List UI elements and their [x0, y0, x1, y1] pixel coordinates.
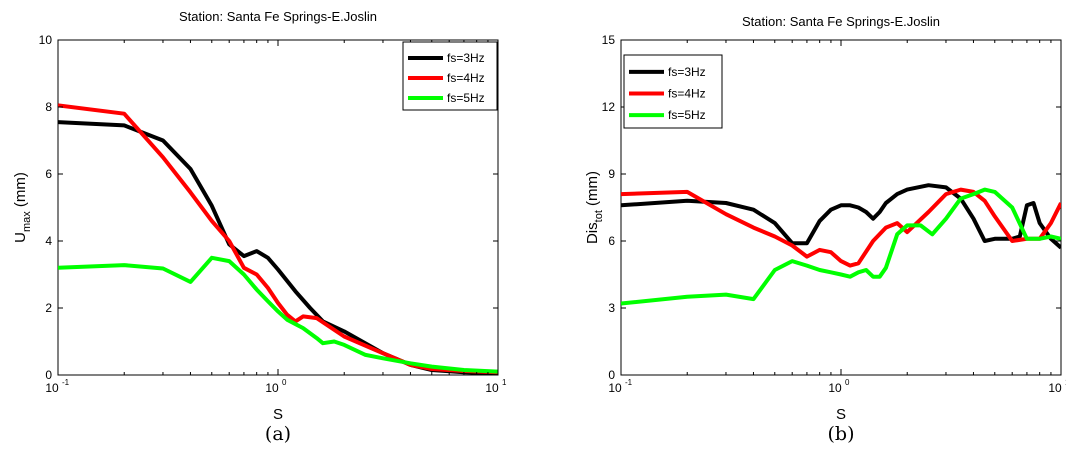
x-tick-label: 10 -1	[608, 378, 632, 395]
y-tick-label: 9	[608, 167, 615, 181]
y-tick-label: 12	[602, 100, 616, 114]
chart-panel-a: Station: Santa Fe Springs-E.Joslin 0 2 4 6 8 1…	[12, 9, 507, 445]
series-group	[58, 103, 498, 375]
panel-caption: (b)	[828, 423, 855, 445]
legend-label: fs=5Hz	[447, 91, 485, 105]
y-tick-label: 6	[608, 234, 615, 248]
y-tick-label: 6	[45, 167, 52, 181]
legend-label: fs=4Hz	[668, 87, 706, 101]
y-axis-label: Umax (mm)	[12, 172, 33, 243]
y-axis-label-main: U	[12, 232, 29, 243]
y-axis-label-sub: max	[21, 211, 33, 232]
y-axis-label-unit: (mm)	[12, 172, 29, 211]
chart-title: Station: Santa Fe Springs-E.Joslin	[742, 14, 940, 29]
chart-title: Station: Santa Fe Springs-E.Joslin	[179, 9, 377, 24]
x-tick-base: 10	[1048, 381, 1062, 395]
y-tick-label: 10	[39, 33, 53, 47]
y-tick-label: 8	[45, 100, 52, 114]
x-tick-label: 10 0	[828, 378, 850, 395]
y-tick-label: 0	[45, 368, 52, 382]
y-axis-label: Distot (mm)	[584, 171, 605, 244]
y-axis-label-sub: tot	[593, 210, 605, 222]
y-axis-label-unit: (mm)	[584, 171, 601, 210]
legend: fs=3Hz fs=4Hz fs=5Hz	[402, 41, 498, 111]
series-line-fs=3Hz	[621, 183, 1061, 250]
x-tick-label: 101	[1048, 378, 1066, 395]
y-tick-label: 15	[602, 33, 616, 47]
x-tick-exponent: -1	[625, 378, 633, 387]
y-tick-label: 3	[608, 301, 615, 315]
x-tick-exponent: 0	[845, 378, 850, 387]
y-tick-label: 2	[45, 301, 52, 315]
x-tick-base: 10	[828, 381, 842, 395]
series-line-fs=5Hz	[621, 187, 1061, 306]
x-tick-exponent: 1	[502, 378, 507, 387]
x-axis-label: S	[836, 406, 846, 423]
panel-caption: (a)	[265, 423, 291, 445]
series-line-fs=5Hz	[58, 255, 498, 374]
x-tick-base: 10	[265, 381, 279, 395]
y-axis-label-main: Dis	[584, 222, 601, 244]
y-tick-label: 0	[608, 368, 615, 382]
series-line-fs=4Hz	[621, 187, 1061, 268]
legend-label: fs=3Hz	[447, 51, 485, 65]
x-tick-base: 10	[485, 381, 499, 395]
x-tick-label: 10 0	[265, 378, 287, 395]
legend-label: fs=5Hz	[668, 108, 706, 122]
legend-label: fs=4Hz	[447, 71, 485, 85]
x-tick-exponent: 0	[282, 378, 287, 387]
legend-label: fs=3Hz	[668, 65, 706, 79]
y-tick-label: 4	[45, 234, 52, 248]
x-tick-base: 10	[45, 381, 59, 395]
x-tick-label: 10 -1	[45, 378, 69, 395]
series-group	[621, 183, 1061, 306]
x-tick-exponent: -1	[62, 378, 70, 387]
legend: fs=3Hz fs=4Hz fs=5Hz	[623, 54, 723, 129]
x-tick-base: 10	[608, 381, 622, 395]
chart-panel-b: Station: Santa Fe Springs-E.Joslin 0 3 6 9 12…	[584, 14, 1066, 445]
x-axis-label: S	[273, 406, 283, 423]
